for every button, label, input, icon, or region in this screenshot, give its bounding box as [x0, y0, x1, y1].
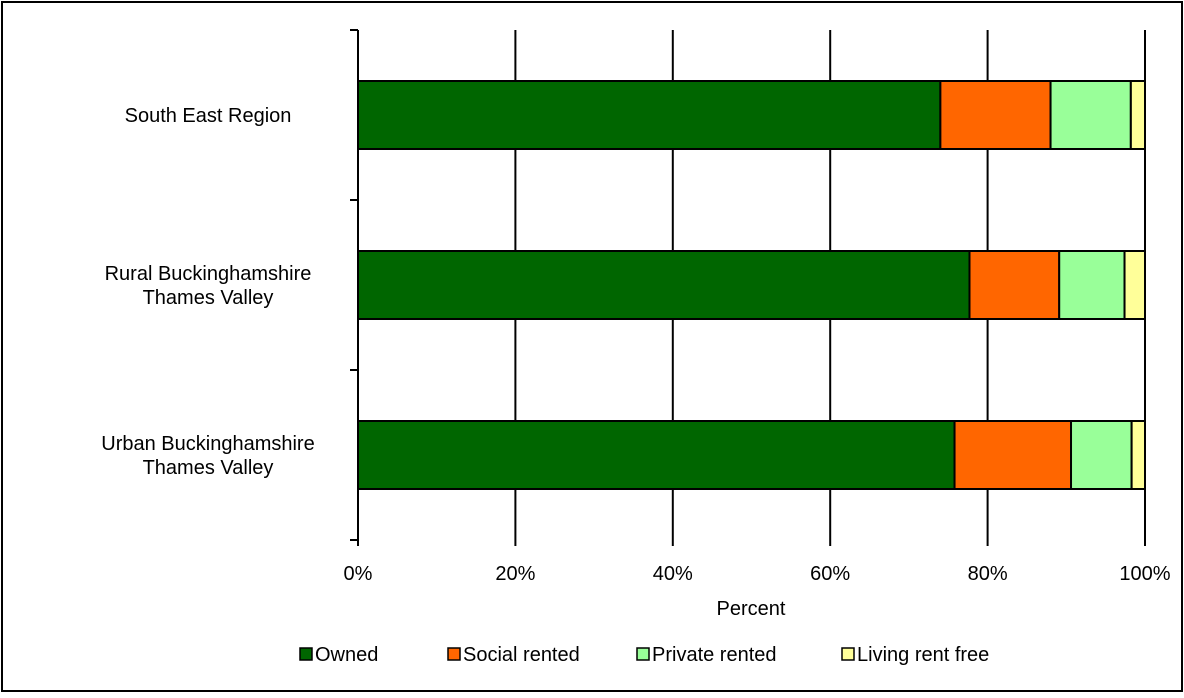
bar-segment: [357, 250, 971, 320]
bar-segment: [1130, 420, 1146, 490]
x-tick-label: 60%: [810, 563, 850, 585]
legend-swatch: [636, 647, 650, 661]
y-category-label: Rural Buckinghamshire Thames Valley: [105, 263, 312, 309]
x-tick-label: 40%: [653, 563, 693, 585]
bar-segment: [1070, 420, 1133, 490]
legend-label: Private rented: [652, 644, 777, 666]
labels: 0% 20% 40% 60% 80% 100% South East Region Rural…: [101, 105, 1171, 620]
legend-swatch: [447, 647, 461, 661]
x-tick-label: 80%: [968, 563, 1008, 585]
axes: [350, 29, 1146, 546]
x-tick-label: 100%: [1119, 563, 1170, 585]
x-tick-label: 20%: [495, 563, 535, 585]
legend-label: Owned: [315, 644, 378, 666]
x-tick-label: 0%: [344, 563, 373, 585]
legend-swatch: [299, 647, 313, 661]
legend-label: Social rented: [463, 644, 580, 666]
bars: [357, 80, 1146, 490]
bar-segment: [357, 420, 956, 490]
bar-segment: [939, 80, 1052, 150]
bar-segment: [1049, 80, 1132, 150]
bar-segment: [1058, 250, 1126, 320]
y-category-label: South East Region: [125, 105, 292, 127]
bar-segment: [1129, 80, 1146, 150]
legend: Owned Social rented Private rented Living r…: [299, 644, 989, 666]
legend-label: Living rent free: [857, 644, 989, 666]
x-axis-title: Percent: [717, 598, 786, 620]
y-category-label: Urban Buckinghamshire Thames Valley: [101, 433, 314, 479]
legend-swatch: [841, 647, 855, 661]
bar-segment: [953, 420, 1073, 490]
bar-segment: [968, 250, 1061, 320]
bar-segment: [1123, 250, 1146, 320]
bar-segment: [357, 80, 942, 150]
